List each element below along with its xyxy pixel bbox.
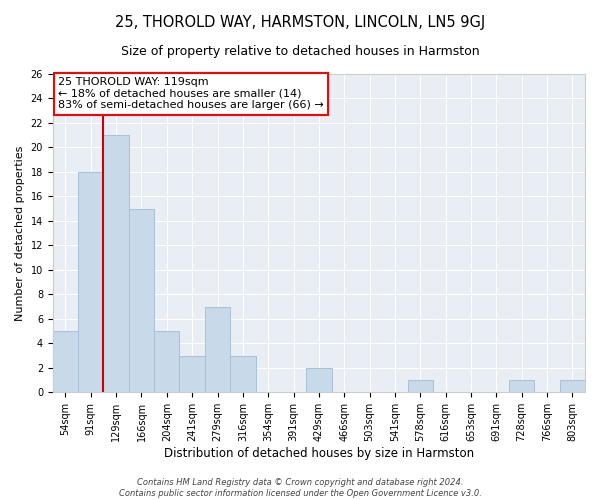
Text: Size of property relative to detached houses in Harmston: Size of property relative to detached ho… [121, 45, 479, 58]
Y-axis label: Number of detached properties: Number of detached properties [15, 146, 25, 321]
Bar [509, 380, 535, 392]
Bar [129, 208, 154, 392]
Bar [53, 331, 78, 392]
Bar [179, 356, 205, 393]
Bar [78, 172, 103, 392]
Text: 25, THOROLD WAY, HARMSTON, LINCOLN, LN5 9GJ: 25, THOROLD WAY, HARMSTON, LINCOLN, LN5 … [115, 15, 485, 30]
Bar [560, 380, 585, 392]
Text: 25 THOROLD WAY: 119sqm
← 18% of detached houses are smaller (14)
83% of semi-det: 25 THOROLD WAY: 119sqm ← 18% of detached… [58, 77, 324, 110]
Bar [306, 368, 332, 392]
Text: Contains HM Land Registry data © Crown copyright and database right 2024.
Contai: Contains HM Land Registry data © Crown c… [119, 478, 481, 498]
Bar [230, 356, 256, 393]
Bar [103, 135, 129, 392]
Bar [154, 331, 179, 392]
X-axis label: Distribution of detached houses by size in Harmston: Distribution of detached houses by size … [164, 447, 474, 460]
Bar [205, 306, 230, 392]
Bar [407, 380, 433, 392]
